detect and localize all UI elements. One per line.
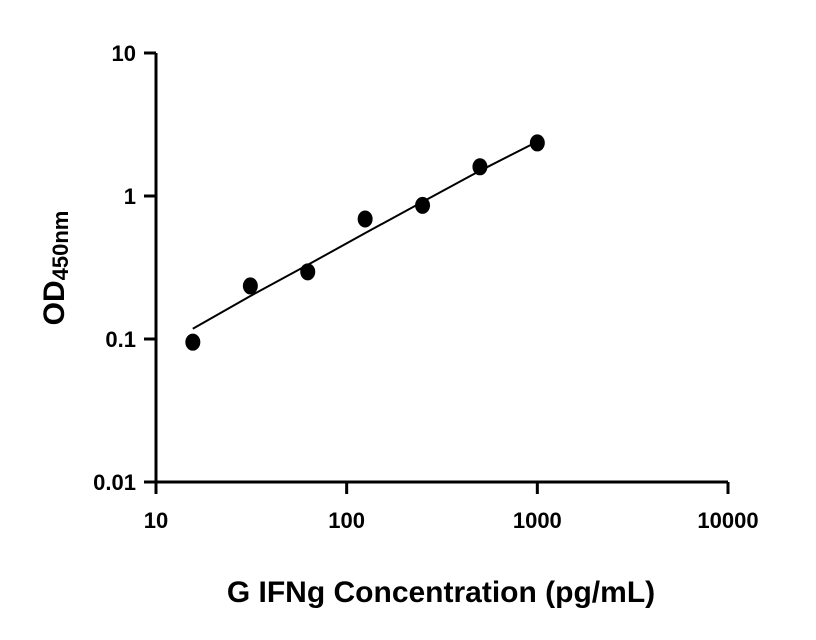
x-tick-label: 100 [328,508,365,533]
data-point [357,210,373,228]
y-axis-title: OD450nm [38,211,73,326]
y-tick-label: 10 [112,41,136,66]
x-tick-label: 10 [144,508,168,533]
data-points [185,134,545,351]
data-point [242,277,258,295]
data-point [415,196,431,214]
x-axis-title: G IFNg Concentration (pg/mL) [227,576,655,609]
x-tick-label: 1000 [513,508,562,533]
y-tick-label: 0.1 [105,327,136,352]
data-point [472,158,488,176]
x-tick-label: 10000 [697,508,758,533]
y-ticks: 0.01 0.1 1 10 [93,41,156,495]
y-axis-title-subscript: 450nm [48,211,73,281]
data-point [185,333,201,351]
data-point [529,134,545,152]
y-tick-label: 0.01 [93,470,136,495]
y-tick-label: 1 [124,184,136,209]
data-point [300,263,316,281]
x-ticks: 10 100 1000 10000 [144,482,759,533]
axes [154,53,728,484]
y-axis-title-main: OD [38,280,71,325]
